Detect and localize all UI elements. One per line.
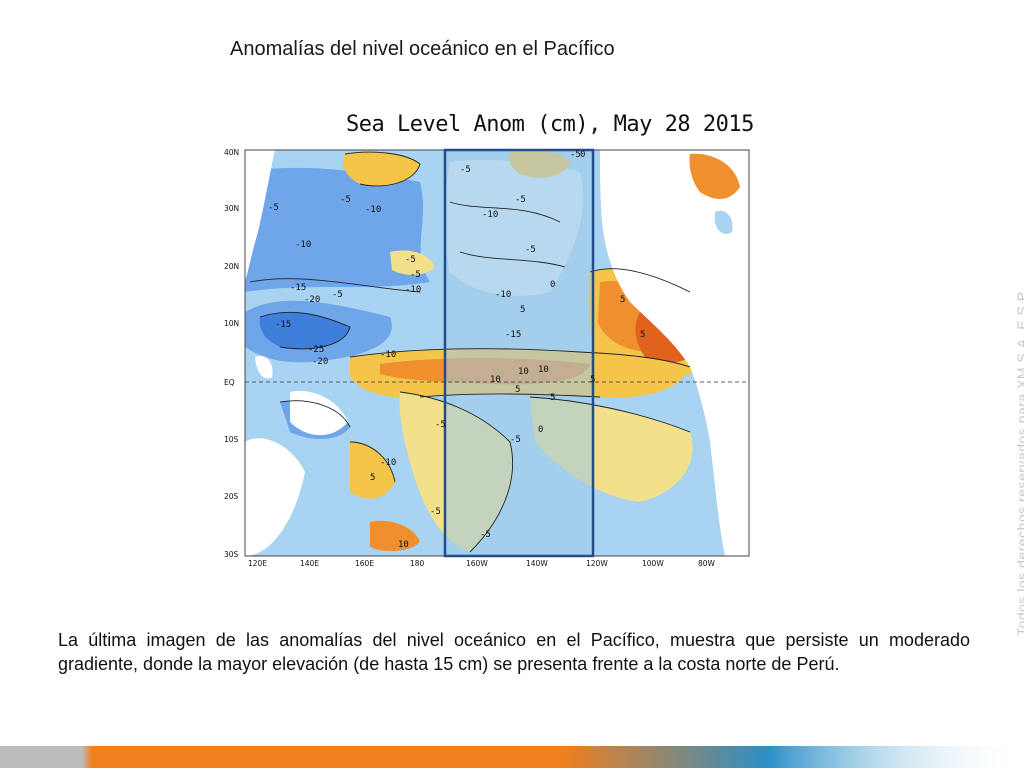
- land-asia: [245, 150, 275, 282]
- contour-label: 5: [515, 385, 520, 395]
- positive-patch-n3: [390, 250, 435, 275]
- contour-label: 5: [520, 305, 525, 315]
- positive-patch-s1: [350, 442, 395, 499]
- contour-label: 10: [398, 540, 409, 550]
- lon-label: 140E: [300, 559, 319, 568]
- longitude-labels: 120E 140E 160E 180 160W 140W 120W 100W 80W: [248, 559, 716, 568]
- lat-label: 30S: [224, 550, 239, 559]
- lat-label: 10N: [224, 319, 239, 328]
- lon-label: 100W: [642, 559, 664, 568]
- lon-label: 120E: [248, 559, 267, 568]
- contour-label: -5: [510, 435, 521, 445]
- contour-lines: [249, 151, 691, 553]
- contour-label: 5: [590, 375, 595, 385]
- contour-label: -10: [495, 290, 511, 300]
- contour-label: -5: [570, 150, 581, 160]
- footer-decoration-bar: [0, 746, 1024, 768]
- map-title: Sea Level Anom (cm), May 28 2015: [346, 112, 754, 137]
- land-islands: [255, 355, 273, 379]
- lon-label: 160W: [466, 559, 488, 568]
- contour-label: 5: [640, 330, 645, 340]
- contour-label: 5: [370, 473, 375, 483]
- lon-label: 120W: [586, 559, 608, 568]
- gulf-of-mexico-positive: [689, 153, 740, 199]
- caribbean-patch: [715, 210, 733, 234]
- footer-gradient: [0, 746, 1024, 768]
- contour-label: 10: [518, 367, 529, 377]
- copyright-watermark: Todos los derechos reservados para XM S.…: [1014, 288, 1024, 636]
- contour-label: -5: [268, 203, 279, 213]
- lon-label: 80W: [698, 559, 716, 568]
- positive-patch-s2: [370, 520, 420, 552]
- contour-label: 5: [620, 295, 625, 305]
- contour-label: -5: [460, 165, 471, 175]
- contour-label: -10: [405, 285, 421, 295]
- latitude-labels: 40N 30N 20N 10N EQ 10S 20S 30S: [224, 148, 239, 559]
- contour-label: -5: [480, 530, 491, 540]
- contour-labels: -5 -5 -10 -15 -20 -5 -10 -15 -25 -20 -10 -5 -5 -10 -5 -…: [268, 150, 645, 550]
- land-americas: [600, 150, 749, 556]
- contour-label: -10: [365, 205, 381, 215]
- contour-label: 5: [550, 393, 555, 403]
- contour-label: -15: [505, 330, 521, 340]
- highlight-box-border: [443, 148, 595, 558]
- lon-label: 160E: [355, 559, 374, 568]
- contour-label: -10: [380, 350, 396, 360]
- contour-label: -25: [308, 345, 324, 355]
- lat-label: 20S: [224, 492, 239, 501]
- contour-label: 10: [538, 365, 549, 375]
- contour-label: -10: [482, 210, 498, 220]
- anomaly-field: [245, 150, 749, 556]
- lon-label: 180: [410, 559, 425, 568]
- lat-label: 40N: [224, 148, 239, 157]
- contour-label: 0: [580, 150, 585, 160]
- contour-label: -20: [312, 357, 328, 367]
- contour-label: -5: [435, 420, 446, 430]
- body-text: La última imagen de las anomalías del ni…: [58, 630, 970, 674]
- lat-label: 20N: [224, 262, 239, 271]
- contour-label: -5: [410, 270, 421, 280]
- contour-label: -5: [515, 195, 526, 205]
- lon-label: 140W: [526, 559, 548, 568]
- contour-label: -5: [525, 245, 536, 255]
- contour-label: -20: [304, 295, 320, 305]
- highlight-box: [445, 150, 593, 556]
- contour-label: -5: [405, 255, 416, 265]
- contour-label: -5: [332, 290, 343, 300]
- contour-label: -10: [380, 458, 396, 468]
- contour-label: -5: [430, 507, 441, 517]
- lat-label: 30N: [224, 204, 239, 213]
- contour-label: 0: [538, 425, 543, 435]
- deep-negative-core: [259, 312, 350, 349]
- contour-label: 0: [550, 280, 555, 290]
- lat-label: 10S: [224, 435, 239, 444]
- sea-level-anomaly-map: -5 -5 -10 -15 -20 -5 -10 -15 -25 -20 -10 -5 -5 -10 -5 -…: [220, 142, 760, 572]
- contour-label: -5: [340, 195, 351, 205]
- slide-title: Anomalías del nivel oceánico en el Pacíf…: [230, 38, 615, 60]
- positive-patch-n1: [343, 152, 420, 186]
- negative-region-nw: [245, 167, 430, 292]
- contour-label: -15: [275, 320, 291, 330]
- contour-label: -10: [295, 240, 311, 250]
- land-new-guinea: [290, 391, 348, 436]
- land-australia: [245, 438, 305, 556]
- contour-label: 10: [490, 375, 501, 385]
- contour-label: -15: [290, 283, 306, 293]
- lat-label: EQ: [224, 378, 235, 387]
